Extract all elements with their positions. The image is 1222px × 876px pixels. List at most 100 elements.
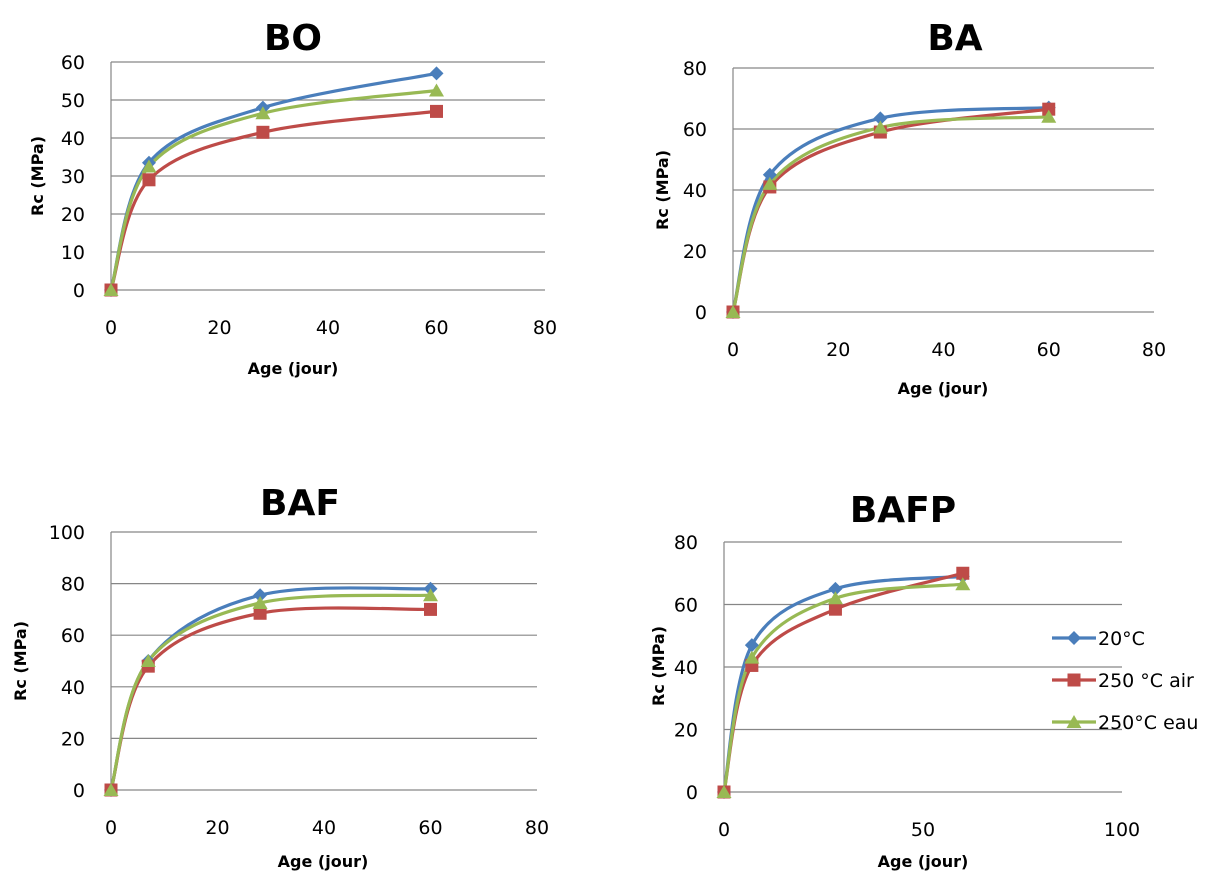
x-tick-label: 40 (316, 317, 340, 339)
data-point (828, 581, 843, 596)
y-tick-label: 50 (61, 90, 85, 112)
y-tick-label: 40 (61, 677, 85, 699)
y-axis-title: Rc (MPa) (28, 136, 47, 216)
y-tick-label: 20 (61, 728, 85, 750)
data-point (762, 176, 778, 190)
y-tick-label: 60 (61, 625, 85, 647)
x-tick-label: 60 (418, 817, 442, 839)
y-tick-label: 60 (674, 595, 698, 617)
x-tick-label: 60 (424, 317, 448, 339)
data-point (424, 602, 437, 616)
y-tick-labels: 0 20 40 60 80 (683, 58, 707, 324)
data-point (140, 654, 156, 667)
x-tick-label: 0 (105, 317, 117, 339)
data-point (744, 638, 759, 653)
y-tick-label: 60 (683, 119, 707, 141)
data-point (142, 173, 156, 187)
series-line (109, 88, 437, 291)
y-tick-label: 30 (61, 166, 85, 188)
chart-title: BA (927, 18, 982, 59)
data-point (429, 83, 444, 97)
series-line (722, 571, 964, 793)
legend-marker (1067, 673, 1081, 687)
x-tick-labels: 0 20 40 60 80 (105, 817, 549, 839)
y-tick-label: 20 (61, 204, 85, 226)
gridlines (110, 531, 537, 791)
x-tick-label: 20 (205, 817, 229, 839)
x-tick-label: 40 (931, 339, 955, 361)
data-point (725, 305, 741, 318)
x-tick-labels: 0 50 100 (718, 819, 1140, 841)
x-tick-label: 60 (1037, 339, 1061, 361)
legend-item: 250°C eau (1052, 712, 1198, 734)
y-tick-labels: 0 20 40 60 80 (674, 532, 698, 804)
y-tick-label: 100 (49, 522, 85, 544)
chart-bo: BO Age (jour) Rc (MPa) 0 10 20 30 40 50 60 0 20… (28, 18, 557, 378)
data-point (103, 783, 119, 796)
x-axis-title: Age (jour) (878, 852, 969, 871)
chart-ba: BA Age (jour) Rc (MPa) 0 20 40 60 80 0 20 40 60… (653, 18, 1166, 398)
y-tick-label: 60 (61, 52, 85, 74)
x-tick-labels: 0 20 40 60 80 (105, 317, 557, 339)
legend: 20°C 250 °C air 250°C eau (1052, 628, 1198, 734)
x-tick-label: 40 (312, 817, 336, 839)
series-layer (103, 581, 438, 797)
x-tick-label: 80 (533, 317, 557, 339)
data-point (1042, 102, 1056, 116)
data-point (872, 120, 888, 134)
y-tick-label: 80 (683, 58, 707, 80)
series-layer (103, 66, 444, 297)
x-tick-label: 0 (727, 339, 739, 361)
data-point (103, 283, 119, 296)
series-line (109, 586, 431, 791)
data-point (827, 591, 843, 605)
x-tick-label: 100 (1104, 819, 1140, 841)
series-layer (716, 566, 971, 799)
data-point (955, 577, 971, 591)
series-line (731, 115, 1049, 313)
y-axis-title: Rc (MPa) (649, 626, 668, 706)
data-point (1041, 109, 1057, 123)
legend-item: 20°C (1052, 628, 1145, 650)
gridlines (723, 541, 1122, 793)
y-tick-labels: 0 10 20 30 40 50 60 (61, 52, 85, 302)
gridlines (732, 67, 1154, 313)
legend-marker (1067, 631, 1081, 645)
data-point (429, 66, 444, 81)
x-tick-label: 0 (718, 819, 730, 841)
data-point (253, 606, 267, 620)
legend-label: 250°C eau (1098, 712, 1198, 734)
data-point (828, 602, 842, 616)
y-axis-title: Rc (MPa) (11, 621, 30, 701)
y-tick-label: 40 (61, 128, 85, 150)
y-tick-label: 0 (686, 782, 698, 804)
chart-title: BO (264, 18, 322, 59)
data-point (423, 588, 438, 602)
gridlines (110, 61, 545, 291)
legend-marker (1066, 715, 1082, 728)
y-tick-label: 40 (683, 180, 707, 202)
series-line (731, 106, 1049, 313)
legend-item: 250 °C air (1052, 670, 1194, 692)
data-point (744, 650, 760, 664)
data-point (256, 125, 270, 139)
x-tick-label: 0 (105, 817, 117, 839)
chart-baf: BAF Age (jour) Rc (MPa) 0 20 40 60 80 100 0 20… (11, 483, 549, 871)
x-tick-label: 50 (911, 819, 935, 841)
x-tick-labels: 0 20 40 60 80 (727, 339, 1166, 361)
data-point (873, 111, 888, 126)
x-tick-label: 20 (826, 339, 850, 361)
series-line (722, 582, 963, 793)
y-tick-label: 0 (73, 780, 85, 802)
data-point (430, 104, 443, 118)
x-axis-title: Age (jour) (898, 379, 989, 398)
y-tick-label: 20 (674, 720, 698, 742)
y-axis-title: Rc (MPa) (653, 150, 672, 230)
y-tick-label: 40 (674, 657, 698, 679)
data-point (141, 159, 157, 173)
legend-label: 250 °C air (1098, 670, 1194, 692)
legend-label: 20°C (1098, 628, 1145, 650)
data-point (255, 106, 271, 120)
series-line (109, 593, 431, 791)
